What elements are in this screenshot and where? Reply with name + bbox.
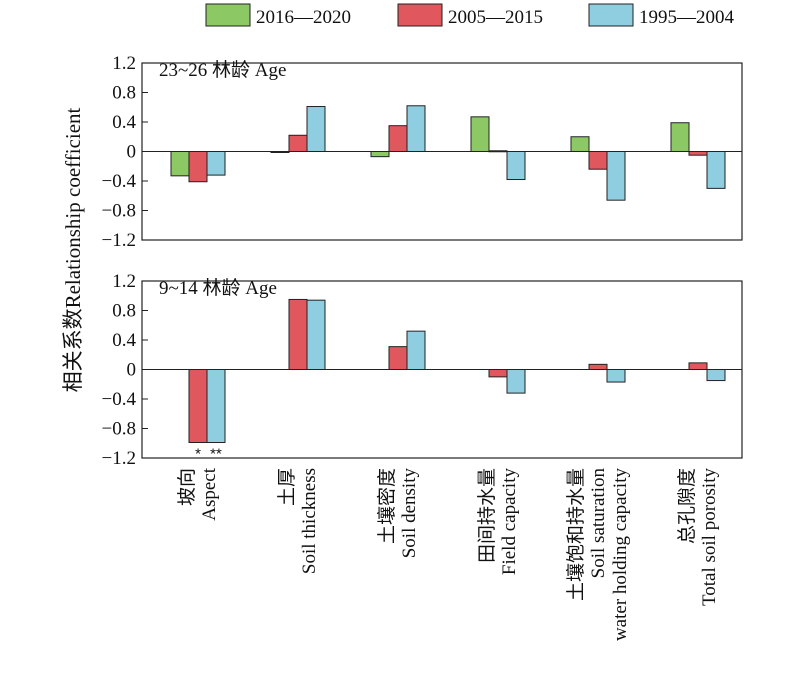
y-tick-label: 1.2 — [112, 53, 136, 74]
bar — [188, 369, 208, 444]
y-tick-label: 0.4 — [112, 112, 136, 133]
y-tick-label: −0.4 — [102, 389, 137, 410]
category-label-line: 土壤饱和持水量 — [565, 468, 587, 601]
y-tick-label: 0 — [127, 360, 137, 381]
category-label: 土壤饱和持水量 Soil saturation water holding capa… — [565, 468, 631, 642]
y-tick-label: −1.2 — [102, 448, 136, 469]
category-label-line: Soil density — [399, 468, 420, 559]
y-tick-label: 0.8 — [112, 301, 136, 322]
bar — [388, 125, 408, 152]
legend-item: 2005—2015 — [397, 3, 543, 28]
bar — [406, 105, 426, 152]
category-label: 土壤密度 Soil density — [376, 468, 420, 559]
bar — [588, 363, 608, 370]
y-tick-label: −1.2 — [102, 230, 136, 251]
bar — [506, 151, 526, 181]
panel-label: 9~14 林龄 Age — [159, 277, 277, 299]
bar — [470, 116, 490, 152]
y-tick-label: 0.8 — [112, 83, 136, 104]
bar — [570, 136, 590, 152]
category-label: 总孔隙度 Total soil porosity — [676, 468, 720, 607]
category-label-line: 田间持水量 — [476, 468, 498, 563]
bar — [188, 151, 208, 183]
bar — [170, 151, 190, 177]
y-tick-label: −0.8 — [102, 201, 136, 222]
bar — [288, 134, 308, 152]
legend-swatch — [397, 3, 443, 27]
bar — [488, 150, 508, 153]
legend-label: 1995—2004 — [639, 7, 735, 28]
y-tick-label: −0.8 — [102, 419, 136, 440]
bar — [306, 299, 326, 370]
y-axis-label: 相关系数Relationship coefficient — [61, 107, 85, 392]
category-label-line: 总孔隙度 — [676, 468, 698, 544]
bar — [206, 369, 226, 444]
category-label-line: Total soil porosity — [699, 468, 720, 607]
legend-swatch — [588, 3, 634, 27]
category-label-line: water holding capacity — [610, 468, 631, 642]
bar — [288, 298, 308, 370]
bar — [406, 330, 426, 370]
significance-label: ** — [210, 446, 222, 463]
legend-swatch — [205, 3, 251, 27]
bar — [688, 362, 708, 370]
category-label-line: 土壤密度 — [376, 468, 398, 544]
category-label-line: Soil thickness — [299, 468, 320, 574]
y-tick-label: 0 — [127, 142, 137, 163]
category-label-line: Soil saturation — [588, 468, 609, 579]
legend: 2016—2020 2005—2015 1995—2004 — [205, 3, 735, 28]
legend-label: 2016—2020 — [256, 7, 351, 28]
legend-label: 2005—2015 — [448, 7, 543, 28]
bar — [488, 369, 508, 378]
bar — [688, 151, 708, 156]
panel: 1.2 0.8 0.4 0 −0.4 −0.8 −1.2 23~26 林龄 Age — [102, 53, 743, 251]
bar — [306, 106, 326, 152]
bar — [206, 151, 226, 176]
legend-item: 1995—2004 — [588, 3, 735, 28]
y-tick-label: 1.2 — [112, 271, 136, 292]
bar — [370, 151, 390, 158]
bar — [588, 151, 608, 170]
category-label-line: Aspect — [199, 467, 220, 520]
bar — [270, 151, 290, 153]
panel-label: 23~26 林龄 Age — [159, 59, 286, 81]
bar — [606, 369, 626, 383]
category-label-line: Field capacity — [499, 468, 520, 576]
bar — [706, 151, 726, 189]
category-label: 坡向 Aspect — [176, 467, 220, 520]
category-label: 田间持水量 Field capacity — [476, 468, 520, 576]
category-label-line: 坡向 — [176, 468, 198, 506]
bar — [388, 346, 408, 371]
y-tick-label: −0.4 — [102, 171, 137, 192]
bar — [670, 122, 690, 153]
bar — [706, 369, 726, 382]
category-label-line: 土厚 — [276, 468, 298, 506]
category-label: 土厚 Soil thickness — [276, 468, 320, 574]
bar — [506, 369, 526, 394]
y-tick-label: 0.4 — [112, 330, 136, 351]
legend-item: 2016—2020 — [205, 3, 351, 28]
bar — [606, 151, 626, 201]
significance-label: * — [195, 446, 201, 463]
panel: 1.20.80.40−0.4−0.8−1.29~14 林龄 Age* ** — [102, 271, 743, 469]
